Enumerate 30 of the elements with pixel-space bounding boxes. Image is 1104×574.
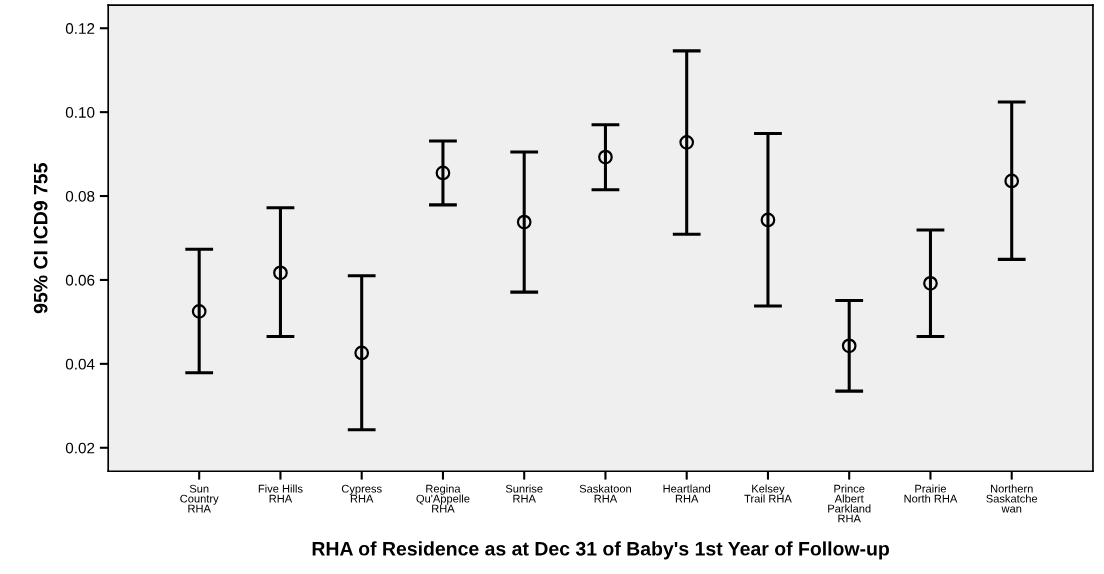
x-tick-label: Heartland RHA <box>663 484 711 503</box>
point <box>191 304 207 319</box>
y-tick-label: 0.10 <box>65 107 95 118</box>
x-tick-label: Prairie North RHA <box>904 484 958 503</box>
x-tick-label: Five Hills RHA <box>258 484 303 503</box>
y-tick-label: 0.04 <box>65 358 95 370</box>
point <box>679 134 695 150</box>
x-tick-label: Cypress RHA <box>341 484 382 503</box>
y-tick-label: 0.02 <box>65 442 95 454</box>
x-tick-label: Regina Qu'Appelle RHA <box>416 484 470 513</box>
point <box>435 165 451 181</box>
x-tick-label: Northern Saskatche wan <box>986 484 1038 513</box>
x-tick-label: Sunrise RHA <box>505 484 543 503</box>
point <box>598 149 613 165</box>
point <box>923 275 938 291</box>
point <box>1004 173 1020 189</box>
x-tick-label: Saskatoon RHA <box>579 484 631 503</box>
point <box>516 214 532 230</box>
x-tick-label: Sun Country RHA <box>180 484 219 513</box>
point <box>273 265 288 281</box>
y-tick-label: 0.06 <box>65 274 95 286</box>
x-tick-label: Kelsey Trail RHA <box>744 484 792 503</box>
x-axis-title: RHA of Residence as at Dec 31 of Baby's 1st Year of Follow-up <box>312 541 889 560</box>
point <box>760 212 776 228</box>
y-tick-label: 0.08 <box>65 190 95 202</box>
y-tick-label: 0.12 <box>65 23 95 34</box>
x-tick-label: Prince Albert Parkland RHA <box>828 484 871 523</box>
y-axis-title: 95% CI ICD9 755 <box>33 163 48 314</box>
point <box>841 338 857 354</box>
point <box>354 345 370 361</box>
